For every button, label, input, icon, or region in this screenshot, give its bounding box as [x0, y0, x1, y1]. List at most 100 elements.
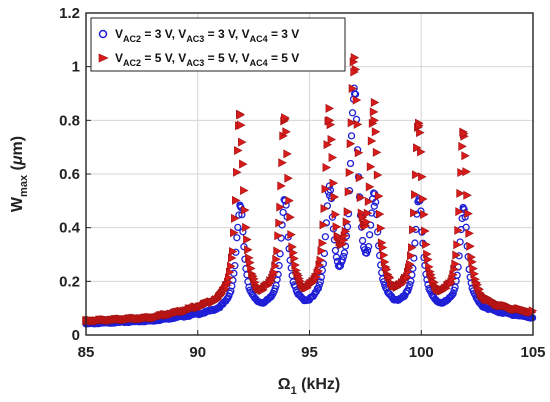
data-point [369, 107, 379, 117]
data-point [240, 243, 248, 251]
data-point [364, 196, 374, 206]
peak-point [236, 110, 245, 120]
data-point [363, 246, 372, 255]
data-point [418, 172, 427, 182]
data-point [464, 209, 473, 219]
data-point [465, 228, 474, 238]
y-tick-label: 0.4 [59, 220, 81, 237]
data-point [327, 135, 337, 145]
peak-point [350, 67, 359, 77]
data-point [457, 168, 466, 178]
y-tick-label: 1 [72, 59, 80, 76]
data-point [339, 252, 348, 261]
data-point [321, 184, 331, 194]
data-point [243, 234, 252, 244]
x-tick-label: 85 [78, 344, 95, 361]
data-point [278, 158, 287, 168]
data-point [407, 251, 416, 261]
data-point [233, 167, 242, 177]
data-point [422, 240, 431, 250]
data-point [344, 187, 354, 197]
data-point [410, 208, 419, 218]
data-point [279, 208, 287, 217]
data-point [276, 202, 285, 212]
data-point [318, 238, 327, 248]
data-point [284, 173, 293, 183]
data-point [338, 256, 347, 264]
data-point [376, 223, 386, 233]
data-point [452, 250, 461, 260]
data-point [371, 127, 381, 137]
data-point [242, 222, 251, 232]
data-point [348, 83, 358, 93]
x-axis-title: Ω1 (kHz) [278, 376, 341, 397]
data-point [314, 284, 322, 293]
data-point [417, 147, 426, 157]
data-point [419, 194, 428, 204]
data-point [346, 159, 355, 168]
data-point [325, 103, 335, 113]
data-point [364, 243, 373, 251]
data-point [317, 246, 326, 256]
data-point [275, 218, 284, 228]
data-point [348, 109, 357, 117]
data-point [352, 95, 362, 105]
data-point [229, 276, 237, 284]
data-point [355, 173, 365, 183]
data-point [373, 170, 383, 180]
data-point [342, 217, 352, 227]
data-point [314, 266, 323, 276]
data-point [320, 203, 330, 213]
y-tick-label: 0.6 [59, 166, 80, 183]
peak-point [370, 115, 379, 125]
data-point [456, 188, 465, 198]
peak-point [236, 202, 244, 210]
data-point [241, 205, 250, 215]
data-point [319, 220, 328, 230]
data-point [272, 254, 281, 264]
data-point [468, 257, 477, 267]
y-tick-label: 0.2 [59, 273, 80, 290]
data-point [286, 212, 295, 222]
data-point [406, 259, 415, 269]
data-point [240, 185, 249, 195]
data-point [346, 139, 356, 149]
data-point [463, 190, 472, 200]
data-point [230, 228, 239, 238]
x-tick-label: 95 [301, 344, 318, 361]
data-point [424, 254, 433, 264]
legend-box [90, 17, 346, 72]
data-point [455, 207, 464, 217]
data-point [238, 137, 247, 147]
data-point [285, 196, 294, 206]
data-point [229, 247, 238, 257]
data-point [332, 222, 342, 232]
data-point [328, 153, 338, 163]
data-point [331, 246, 340, 255]
legend-marker-triangle [98, 53, 109, 63]
data-point [233, 234, 241, 242]
data-point [274, 231, 283, 241]
data-point [282, 127, 291, 137]
data-point [340, 249, 349, 257]
data-point [356, 193, 366, 203]
data-point [290, 253, 299, 263]
data-point [461, 151, 470, 161]
data-point [449, 290, 457, 298]
data-point [271, 261, 280, 271]
y-tick-label: 1.2 [59, 5, 80, 22]
series-1 [82, 84, 537, 328]
legend-marker-circle [98, 29, 108, 39]
y-tick-label: 0.8 [59, 112, 80, 129]
y-axis-title: Wmax (μm) [9, 136, 30, 212]
data-point [331, 210, 341, 220]
data-point [341, 226, 351, 236]
data-point [379, 250, 389, 260]
legend: VAC2 = 3 V, VAC3 = 3 V, VAC4 = 3 V VAC2 … [90, 17, 346, 72]
data-point [416, 128, 425, 138]
data-point [330, 192, 340, 202]
data-point [354, 148, 364, 158]
data-point [409, 225, 418, 235]
y-tick-label: 0 [72, 327, 80, 344]
